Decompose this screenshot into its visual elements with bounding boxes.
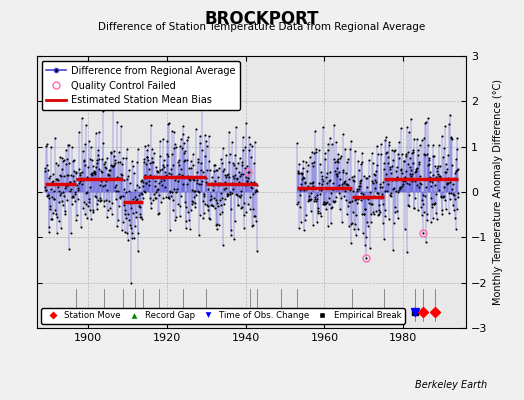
Text: Difference of Station Temperature Data from Regional Average: Difference of Station Temperature Data f… (99, 22, 425, 32)
Y-axis label: Monthly Temperature Anomaly Difference (°C): Monthly Temperature Anomaly Difference (… (493, 79, 503, 305)
Text: Berkeley Earth: Berkeley Earth (415, 380, 487, 390)
Text: BROCKPORT: BROCKPORT (205, 10, 319, 28)
Legend: Difference from Regional Average, Quality Control Failed, Estimated Station Mean: Difference from Regional Average, Qualit… (41, 61, 240, 110)
